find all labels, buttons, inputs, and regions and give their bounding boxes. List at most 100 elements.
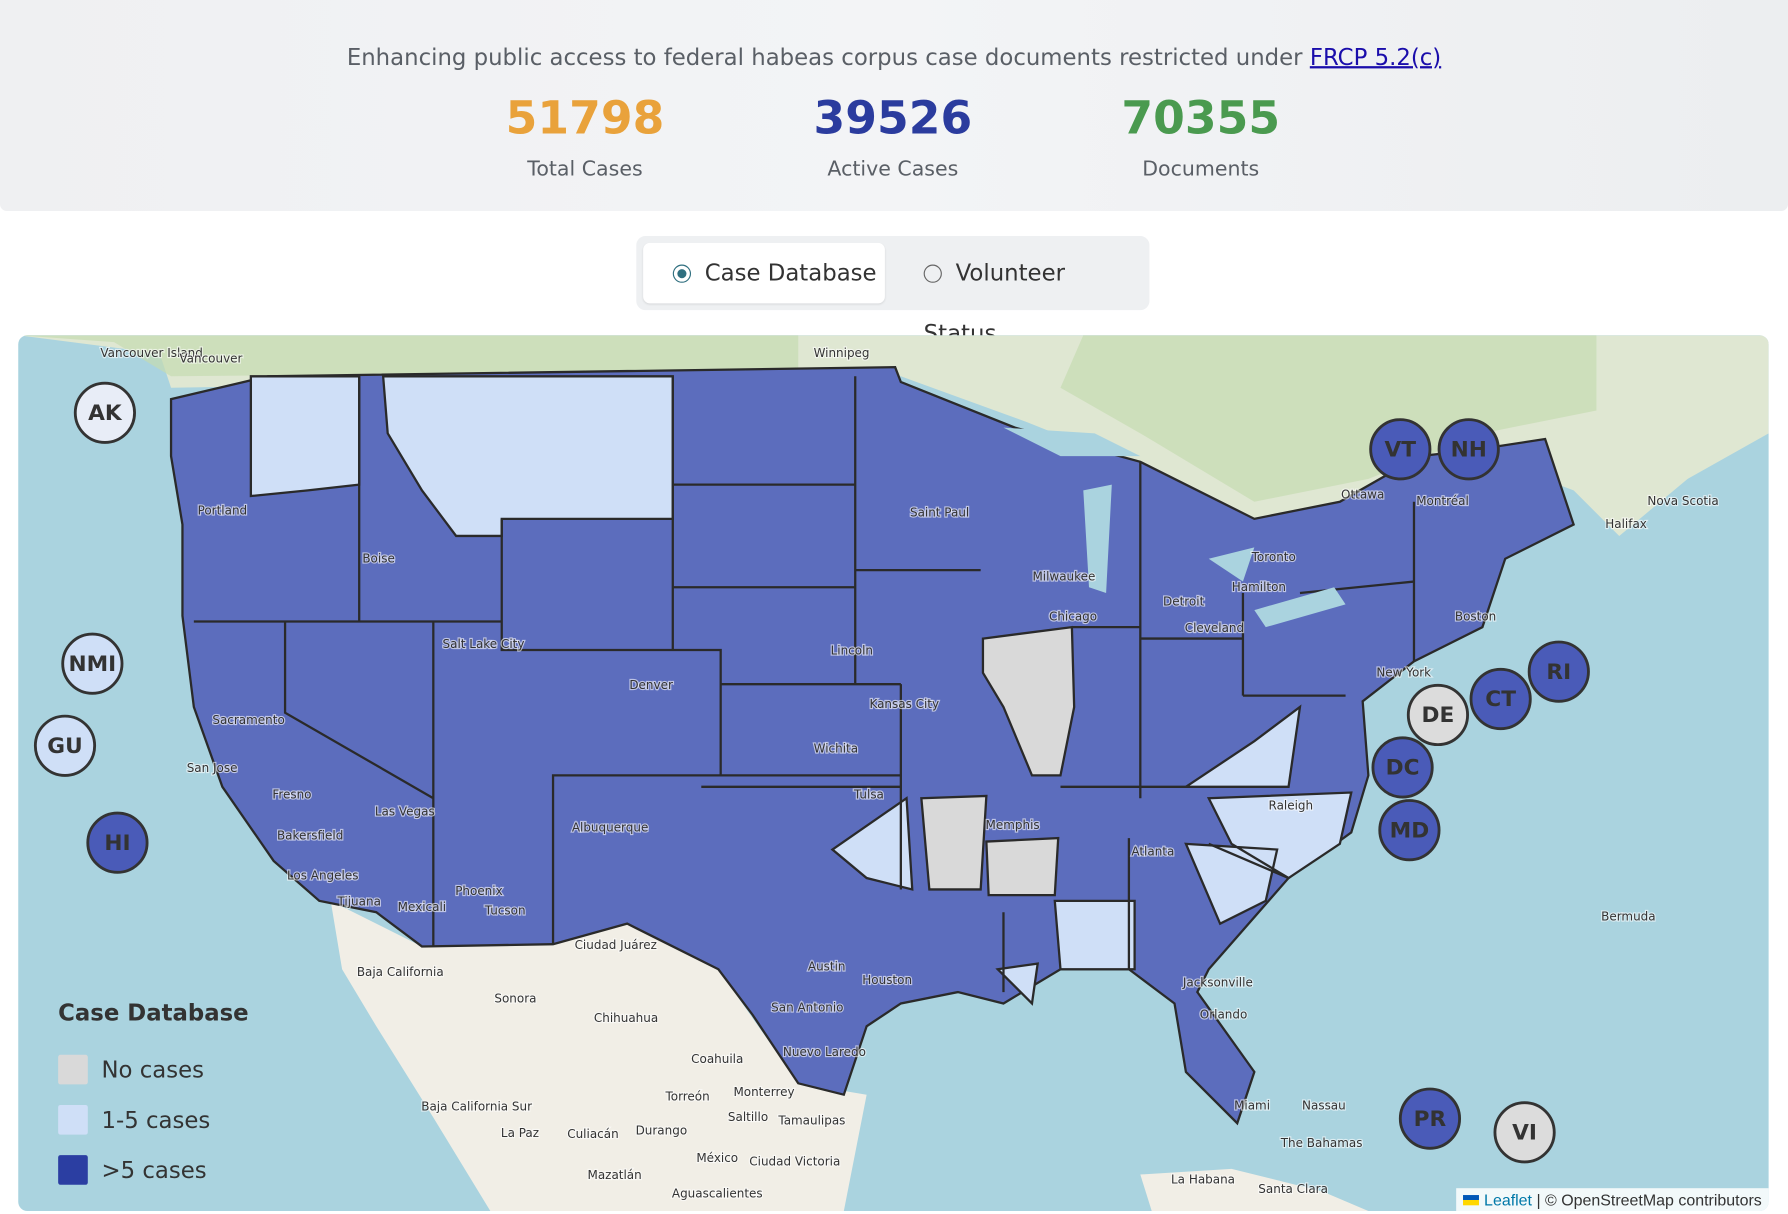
place-label: Saint Paul [910,506,969,520]
place-label: Bakersfield [277,828,343,842]
marker-label: AK [88,401,123,426]
toggle-option[interactable]: Case Database [643,242,885,304]
territory-marker[interactable]: NH [1437,418,1500,481]
place-label: México [696,1151,738,1165]
leaflet-link[interactable]: Leaflet [1484,1190,1533,1209]
legend-item: No cases [58,1045,248,1095]
place-label: Nova Scotia [1647,494,1718,508]
great-lakes [1003,427,1346,628]
territory-marker[interactable]: DC [1371,736,1434,799]
marker-circle[interactable] [86,811,149,874]
place-label: Atlanta [1131,844,1174,858]
radio[interactable] [923,264,942,283]
marker-label: VI [1512,1120,1537,1145]
place-label: Ottawa [1341,487,1384,501]
territory-marker[interactable]: DE [1406,683,1470,747]
place-label: Las Vegas [375,804,435,818]
legend-label: No cases [101,1055,205,1084]
option-label: Case Database [704,258,877,287]
place-label: Montréal [1416,494,1469,508]
place-label: Aguascalientes [672,1186,763,1200]
marker-label: NMI [68,652,116,677]
land-cuba [1140,1168,1369,1212]
place-label: Tamaulipas [777,1113,845,1127]
territory-marker[interactable]: CT [1469,667,1532,731]
map[interactable]: Vancouver Island Vancouver Winnipeg Ottawa M… [18,335,1769,1212]
legend-label: 1-5 cases [101,1106,211,1134]
marker-label: CT [1485,687,1516,712]
place-label: Ciudad Victoria [749,1154,840,1168]
place-label: Chihuahua [594,1011,658,1025]
territory-marker[interactable]: AK [73,381,136,444]
legend: Case Database No cases 1-5 cases >5 cases [58,999,249,1195]
marker-label: DE [1422,703,1455,728]
place-label: Sonora [494,991,536,1005]
place-label: Halifax [1605,517,1647,531]
rule-link[interactable]: FRCP 5.2(c) [1309,43,1442,71]
place-label: Orlando [1200,1007,1248,1021]
place-label: Albuquerque [572,820,649,834]
header: Enhancing public access to federal habea… [0,0,1788,211]
territory-marker[interactable]: MD [1378,799,1441,862]
marker-circle[interactable] [1493,1101,1556,1164]
territory-markers: AK NMI GU HI VT NH RI CT DE DC MD PR VI [33,381,1590,1164]
place-label: Chicago [1049,609,1097,623]
forest [18,335,1597,502]
marker-label: GU [47,734,82,759]
attribution-text: | © OpenStreetMap contributors [1536,1190,1762,1209]
place-label: Detroit [1163,595,1205,609]
radio[interactable] [672,264,692,283]
marker-circle[interactable] [1369,418,1432,481]
place-label: Vancouver Island [100,346,202,360]
place-label: Lincoln [831,644,873,658]
marker-label: VT [1385,437,1417,462]
place-label: Wichita [814,742,858,756]
legend-label: >5 cases [101,1156,207,1184]
place-label: Milwaukee [1032,569,1095,583]
region-none [920,625,1076,897]
marker-circle[interactable] [1469,667,1532,731]
legend-swatch [58,1104,88,1135]
state-borders [193,376,1416,993]
marker-circle[interactable] [73,381,136,444]
marker-circle[interactable] [1527,640,1590,703]
territory-marker[interactable]: RI [1527,640,1590,703]
place-label: Phoenix [455,884,502,898]
place-label: Portland [198,503,248,517]
place-label: Saltillo [728,1110,768,1124]
territory-marker[interactable]: GU [33,714,97,777]
place-label: Fresno [272,787,311,801]
marker-circle[interactable] [1371,736,1434,799]
territory-marker[interactable]: HI [86,811,149,874]
stat: 51798 Total Cases [448,89,722,181]
place-label: The Bahamas [1280,1136,1363,1150]
place-label: Raleigh [1269,799,1314,813]
stat-value: 51798 [505,92,665,145]
legend-item: 1-5 cases [58,1095,248,1145]
place-label: Nuevo Laredo [783,1045,866,1059]
place-label: Denver [629,678,673,692]
territory-marker[interactable]: PR [1398,1087,1462,1150]
marker-circle[interactable] [1398,1087,1462,1150]
marker-circle[interactable] [61,632,124,695]
stat: 39526 Active Cases [756,89,1030,181]
stat: 70355 Documents [1064,89,1338,181]
marker-circle[interactable] [1378,799,1441,862]
marker-circle[interactable] [1437,418,1500,481]
marker-circle[interactable] [33,714,97,777]
place-label: Vancouver [179,352,242,366]
territory-marker[interactable]: VT [1369,418,1432,481]
place-label: Boston [1455,609,1496,623]
territory-marker[interactable]: VI [1493,1101,1556,1164]
marker-circle[interactable] [1406,683,1470,747]
toggle-option[interactable]: Volunteer Status [894,243,1145,347]
land-baja [342,912,479,1152]
place-label: Tucson [484,904,526,918]
marker-label: RI [1546,660,1571,685]
territory-marker[interactable]: NMI [61,632,124,695]
place-label: Salt Lake City [443,637,525,651]
place-label: La Habana [1171,1173,1235,1187]
